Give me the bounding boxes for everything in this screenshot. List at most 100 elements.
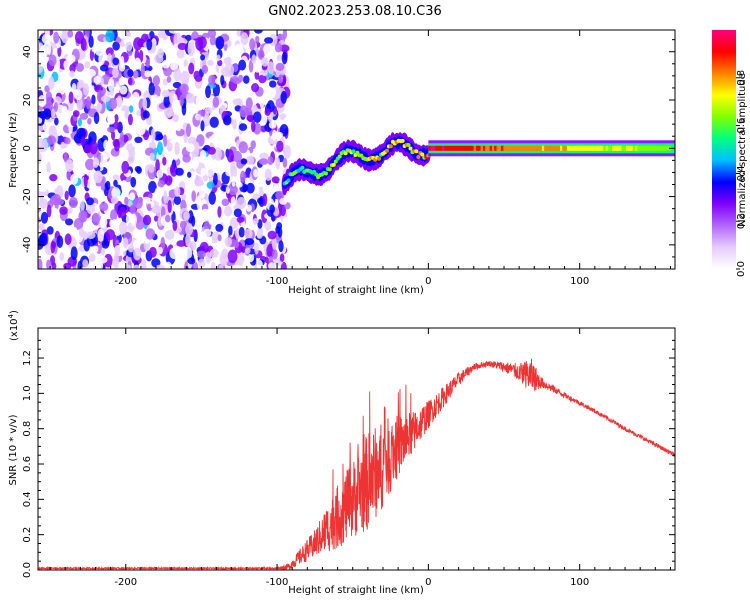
spectrogram-cell <box>131 91 140 105</box>
spectrogram-cell <box>238 59 247 71</box>
spectrogram-cell <box>196 114 202 121</box>
spectrogram-cell <box>206 59 214 66</box>
spectrogram-cell <box>230 162 236 171</box>
spectrogram-cell <box>562 145 566 151</box>
spectrogram-cell <box>120 105 128 112</box>
snr-ytick-label: 1.2 <box>22 350 33 366</box>
spectrogram-cell <box>174 186 181 197</box>
snr-ticks: -200 -100 0 100 0.0 0.2 0.4 0.6 0.8 1.0 1.2 <box>22 328 675 588</box>
spectrogram-cell <box>242 184 248 193</box>
spectrogram-cell <box>85 223 93 232</box>
spectrogram-cell <box>275 156 281 170</box>
spectrogram-cell <box>238 141 249 154</box>
spectrogram-cell <box>231 175 236 187</box>
spectrogram-cell <box>56 235 64 248</box>
spectrogram-cell <box>128 77 133 86</box>
spectrogram-cell <box>269 80 277 88</box>
spectrogram-cell <box>553 145 557 151</box>
spectrogram-cell <box>205 164 215 177</box>
spectrogram-cell <box>215 223 224 232</box>
spectrogram-cell <box>71 208 79 219</box>
spectrogram-cell <box>68 184 76 198</box>
snr-panel: -200 -100 0 100 0.0 0.2 0.4 0.6 0.8 1.0 1.2 Height… <box>7 310 676 596</box>
spectrogram-cell <box>251 120 256 133</box>
spectrogram-cell <box>630 145 634 151</box>
spectrogram-cell <box>145 58 151 68</box>
spectrogram-cell <box>194 75 203 82</box>
spectrogram-cell <box>491 145 495 151</box>
spectrogram-cell <box>455 145 459 151</box>
spectrogram-ytick-label: -40 <box>22 237 33 253</box>
spectrogram-cell <box>217 206 222 218</box>
spectrogram-cell <box>207 30 217 38</box>
spectrogram-cell <box>400 138 405 143</box>
spectrogram-cell <box>69 70 75 78</box>
spectrogram-cell <box>616 145 620 151</box>
spectrogram-cell <box>92 156 99 168</box>
spectrogram-cell <box>66 54 76 64</box>
colorbar-tick-label: 0.6 <box>736 118 747 134</box>
spectrogram-ytick-label: 20 <box>22 94 33 107</box>
spectrogram-cell <box>121 160 130 174</box>
spectrogram-cell <box>70 246 78 261</box>
snr-xlabel: Height of straight line (km) <box>288 585 424 596</box>
spectrogram-cell <box>228 225 233 236</box>
spectrogram-cell <box>485 145 489 151</box>
figure-title: GN02.2023.253.08.10.C36 <box>268 4 442 19</box>
spectrogram-cell <box>623 145 627 151</box>
spectrogram-cell <box>144 70 152 78</box>
spectrogram-cell <box>414 149 419 154</box>
spectrogram-cell <box>155 264 166 269</box>
spectrogram-cell <box>129 192 136 201</box>
spectrogram-cell <box>148 82 155 96</box>
spectrogram-cell <box>257 219 263 229</box>
spectrogram-cell <box>244 228 253 240</box>
spectrogram-cell <box>587 145 591 151</box>
snr-xtick-label: 100 <box>570 577 589 588</box>
spectrogram-cell <box>286 178 291 183</box>
spectrogram-cell <box>446 145 450 151</box>
spectrogram-cell <box>99 202 109 212</box>
spectrogram-cell <box>118 154 124 161</box>
spectrogram-cell <box>253 111 262 123</box>
spectrogram-cell <box>462 145 466 151</box>
spectrogram-cell <box>377 156 382 161</box>
spectrogram-cell <box>650 145 654 151</box>
spectrogram-cell <box>195 95 200 107</box>
spectrogram-cell <box>111 187 121 199</box>
spectrogram-cell <box>205 251 212 264</box>
spectrogram-cell <box>47 41 52 56</box>
spectrogram-cell <box>232 30 237 38</box>
spectrogram-cell <box>251 54 257 64</box>
spectrogram-cell <box>510 145 514 151</box>
spectrogram-cell <box>514 145 518 151</box>
spectrogram-cell <box>125 41 133 52</box>
spectrogram-cell <box>118 221 128 235</box>
spectrogram-cell <box>388 144 393 149</box>
spectrogram-cell <box>211 236 218 244</box>
spectrogram-cell <box>555 145 559 151</box>
spectrogram-cell <box>48 76 55 90</box>
spectrogram-ytick-label: 0 <box>22 145 33 151</box>
spectrogram-cell <box>116 95 123 108</box>
spectrogram-cell <box>103 253 113 268</box>
spectrogram-cell <box>220 229 227 240</box>
spectrogram-cell <box>155 159 160 173</box>
spectrogram-cell <box>257 49 265 61</box>
spectrogram-cell <box>148 141 157 150</box>
spectrogram-cell <box>408 146 413 151</box>
spectrogram-cell <box>100 183 106 191</box>
spectrogram-cell <box>97 256 108 264</box>
spectrogram-cell <box>176 49 185 59</box>
spectrogram-cell <box>68 197 78 209</box>
spectrogram-cell <box>198 185 206 199</box>
colorbar-ticks: 0.0 0.2 0.4 0.6 0.8 <box>736 70 747 277</box>
spectrogram-cell <box>628 145 632 151</box>
spectrogram-cell <box>38 184 48 193</box>
colorbar-tick-label: 0.2 <box>736 213 747 229</box>
spectrogram-cell <box>130 213 137 227</box>
spectrogram-cell <box>200 208 211 219</box>
spectrogram-cell <box>351 149 356 154</box>
spectrogram-cell <box>98 52 105 66</box>
spectrogram-cell <box>93 245 99 253</box>
